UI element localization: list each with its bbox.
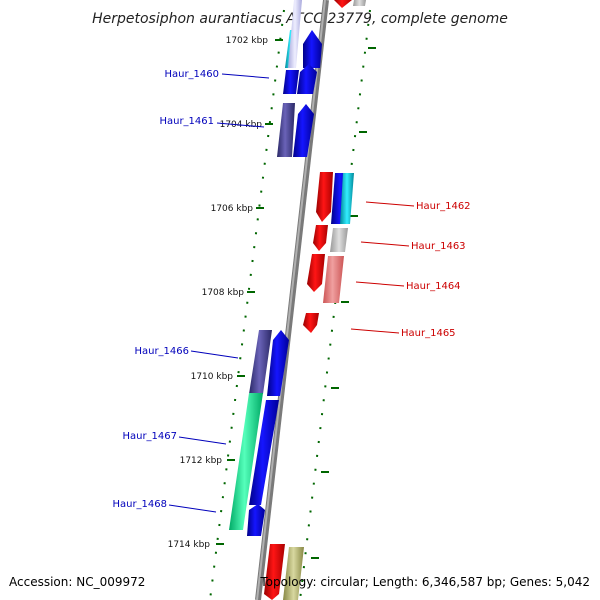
topology-label: Topology: circular; Length: 6,346,587 bp… xyxy=(259,575,590,589)
kbp-label: 1710 kbp xyxy=(191,372,234,382)
gene-block[interactable] xyxy=(264,544,285,600)
leader-line xyxy=(350,328,400,334)
kbp-label: 1706 kbp xyxy=(211,204,254,214)
gene-label-haur-1461[interactable]: Haur_1461 xyxy=(159,116,214,127)
kbp-label: 1714 kbp xyxy=(168,540,211,550)
gene-block-haur-1461[interactable] xyxy=(277,103,295,157)
kbp-label: 1712 kbp xyxy=(180,456,223,466)
gene-block[interactable] xyxy=(247,504,265,536)
gene-block[interactable] xyxy=(297,64,317,94)
kbp-ticks xyxy=(216,39,376,559)
leader-line xyxy=(216,122,265,128)
forward-strand-genes-left xyxy=(247,30,322,536)
gene-block-haur-1467[interactable] xyxy=(229,393,263,530)
genome-backbone-highlight xyxy=(256,0,326,600)
gene-label-haur-1464[interactable]: Haur_1464 xyxy=(406,281,461,292)
forward-strand-genes-right xyxy=(264,0,366,600)
gene-label-haur-1465[interactable]: Haur_1465 xyxy=(401,328,456,339)
reverse-strand-genes xyxy=(229,0,302,530)
gene-block-haur-1460[interactable] xyxy=(283,70,299,94)
gene-block-haur-1462[interactable] xyxy=(316,172,333,222)
gene-label-haur-1463[interactable]: Haur_1463 xyxy=(411,241,466,252)
gene-block[interactable] xyxy=(323,256,344,303)
gene-block-haur-1463[interactable] xyxy=(313,225,328,251)
gene-block-haur-1465[interactable] xyxy=(303,313,319,333)
gene-block[interactable] xyxy=(288,0,302,68)
gene-label-haur-1468[interactable]: Haur_1468 xyxy=(112,499,167,510)
left-gene-labels: Haur_1460 Haur_1461 Haur_1466 Haur_1467 … xyxy=(112,69,219,510)
gene-block[interactable] xyxy=(353,0,366,6)
accession-label: Accession: NC_009972 xyxy=(9,575,145,589)
leader-line xyxy=(365,201,415,207)
gene-label-haur-1466[interactable]: Haur_1466 xyxy=(134,346,189,357)
left-leader-lines xyxy=(168,73,270,513)
right-leader-lines xyxy=(350,201,415,334)
right-tick-track xyxy=(299,9,371,600)
gene-block-haur-1464[interactable] xyxy=(307,254,325,292)
gene-block[interactable] xyxy=(267,330,289,396)
leader-line xyxy=(221,73,270,79)
leader-line xyxy=(178,436,227,445)
left-tick-track xyxy=(209,9,285,600)
kbp-label: 1702 kbp xyxy=(226,36,269,46)
gene-block[interactable] xyxy=(283,547,304,600)
gene-block[interactable] xyxy=(303,30,322,68)
leader-line xyxy=(355,281,405,287)
gene-block-haur-1468[interactable] xyxy=(249,400,279,505)
leader-line xyxy=(168,504,217,513)
kbp-label: 1708 kbp xyxy=(202,288,245,298)
right-gene-labels: Haur_1462 Haur_1463 Haur_1464 Haur_1465 xyxy=(401,201,471,339)
gene-label-haur-1460[interactable]: Haur_1460 xyxy=(164,69,219,80)
gene-block[interactable] xyxy=(334,0,352,8)
gene-block[interactable] xyxy=(330,228,348,252)
gene-block[interactable] xyxy=(293,104,314,157)
gene-label-haur-1467[interactable]: Haur_1467 xyxy=(122,431,177,442)
gene-block[interactable] xyxy=(340,173,354,224)
leader-line xyxy=(190,350,239,359)
leader-line xyxy=(360,241,410,247)
gene-block-haur-1466[interactable] xyxy=(249,330,272,394)
gene-label-haur-1462[interactable]: Haur_1462 xyxy=(416,201,471,212)
